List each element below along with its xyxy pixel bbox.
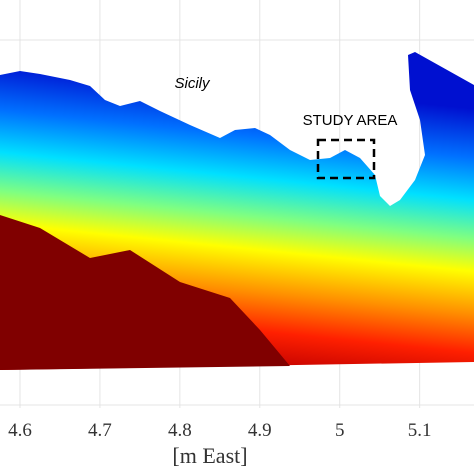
x-tick-label: 4.8	[168, 420, 192, 441]
deep-zone	[0, 215, 290, 370]
study-area-box	[316, 138, 376, 180]
island-label: Sicily	[174, 75, 211, 92]
x-tick-label: 4.6	[8, 420, 32, 441]
x-tick-label: 4.9	[248, 420, 272, 441]
x-tick-label: 4.7	[88, 420, 112, 441]
x-axis-label: [m East]	[172, 443, 247, 468]
x-tick-label: 5	[335, 420, 345, 441]
x-tick-label: 5.1	[408, 420, 432, 441]
study-area-label: STUDY AREA	[303, 112, 398, 129]
